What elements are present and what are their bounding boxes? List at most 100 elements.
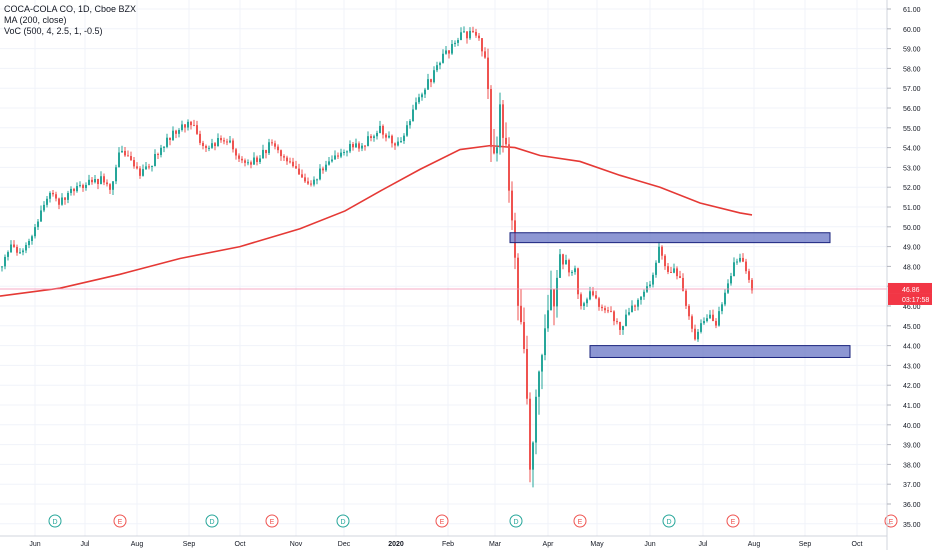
candle-body (736, 261, 738, 263)
candle (565, 254, 567, 265)
candle (289, 157, 291, 164)
candle-body (637, 299, 639, 307)
candle-body (691, 316, 693, 329)
candle-body (361, 145, 363, 149)
candle-body (28, 240, 30, 246)
earnings-event-marker[interactable]: E (265, 514, 279, 528)
candle (85, 182, 87, 191)
candle-body (67, 192, 69, 200)
candle (724, 289, 726, 307)
candle-body (610, 311, 612, 313)
candle (703, 317, 705, 325)
candle (301, 169, 303, 178)
candle (736, 258, 738, 265)
price-tick-label: 56.00 (903, 106, 921, 113)
candle (658, 241, 660, 264)
candle (193, 119, 195, 127)
candle (280, 149, 282, 161)
candle (316, 178, 318, 185)
time-tick-label: Sep (799, 541, 812, 548)
candle (436, 61, 438, 73)
candle (682, 273, 684, 292)
dividend-event-circle (662, 514, 676, 528)
dividend-event-marker[interactable]: D (48, 514, 62, 528)
candle (343, 149, 345, 156)
candle (10, 240, 12, 254)
candle-body (541, 355, 543, 372)
candle-body (559, 254, 561, 278)
dividend-event-marker[interactable]: D (205, 514, 219, 528)
candle-body (52, 192, 54, 195)
candle-body (724, 292, 726, 305)
earnings-event-circle (726, 514, 740, 528)
candle (466, 31, 468, 44)
candle-body (457, 39, 459, 43)
candle-body (205, 145, 207, 149)
candle-body (208, 147, 210, 149)
candle (376, 130, 378, 140)
candle-body (478, 35, 480, 39)
candle-body (643, 291, 645, 297)
earnings-event-label: E (440, 519, 445, 526)
candle (511, 181, 513, 231)
candle (505, 122, 507, 148)
candle (673, 263, 675, 274)
candle-body (124, 150, 126, 156)
candle (712, 309, 714, 322)
candle-body (685, 290, 687, 306)
price-tick-label: 54.00 (903, 146, 921, 153)
candle (727, 279, 729, 294)
candle (481, 37, 483, 57)
candle (220, 135, 222, 143)
earnings-event-marker[interactable]: E (113, 514, 127, 528)
candle (265, 149, 267, 159)
earnings-event-marker[interactable]: E (435, 514, 449, 528)
candle-body (307, 181, 309, 184)
candle-body (628, 312, 630, 315)
candle-body (424, 89, 426, 95)
candle (541, 353, 543, 390)
candle (277, 144, 279, 154)
candle (697, 329, 699, 342)
candle-body (700, 323, 702, 332)
candle (82, 183, 84, 192)
candle (709, 310, 711, 319)
candle-body (373, 136, 375, 138)
legend-voc[interactable]: VoC (500, 4, 2.5, 1, -0.5) (4, 26, 103, 36)
candle (745, 258, 747, 274)
legend-ma[interactable]: MA (200, close) (4, 15, 67, 25)
candle (670, 266, 672, 274)
earnings-event-circle (113, 514, 127, 528)
candle (706, 314, 708, 323)
time-tick-label: 2020 (388, 541, 404, 548)
candle (253, 152, 255, 165)
candle (121, 145, 123, 153)
candle-body (265, 149, 267, 154)
price-tick-label: 50.00 (903, 225, 921, 232)
last-price-badge (888, 282, 932, 294)
candle (322, 166, 324, 174)
candle-body (739, 257, 741, 262)
earnings-event-marker[interactable]: E (573, 514, 587, 528)
candle (667, 263, 669, 275)
candle-body (490, 89, 492, 147)
earnings-event-marker[interactable]: E (726, 514, 740, 528)
candle-body (433, 70, 435, 83)
resistance-zone (509, 232, 831, 244)
candle-body (394, 143, 396, 146)
candle (700, 319, 702, 334)
candle (52, 189, 54, 197)
candle-body (160, 147, 162, 155)
dividend-event-marker[interactable]: D (336, 514, 350, 528)
legend-symbol[interactable]: COCA-COLA CO, 1D, Cboe BZX (4, 4, 137, 14)
candle (319, 164, 321, 181)
candle-body (241, 158, 243, 161)
candle (241, 156, 243, 164)
dividend-event-marker[interactable]: D (662, 514, 676, 528)
dividend-event-marker[interactable]: D (509, 514, 523, 528)
candle-body (187, 121, 189, 128)
candle-body (46, 198, 48, 205)
candle (448, 50, 450, 59)
